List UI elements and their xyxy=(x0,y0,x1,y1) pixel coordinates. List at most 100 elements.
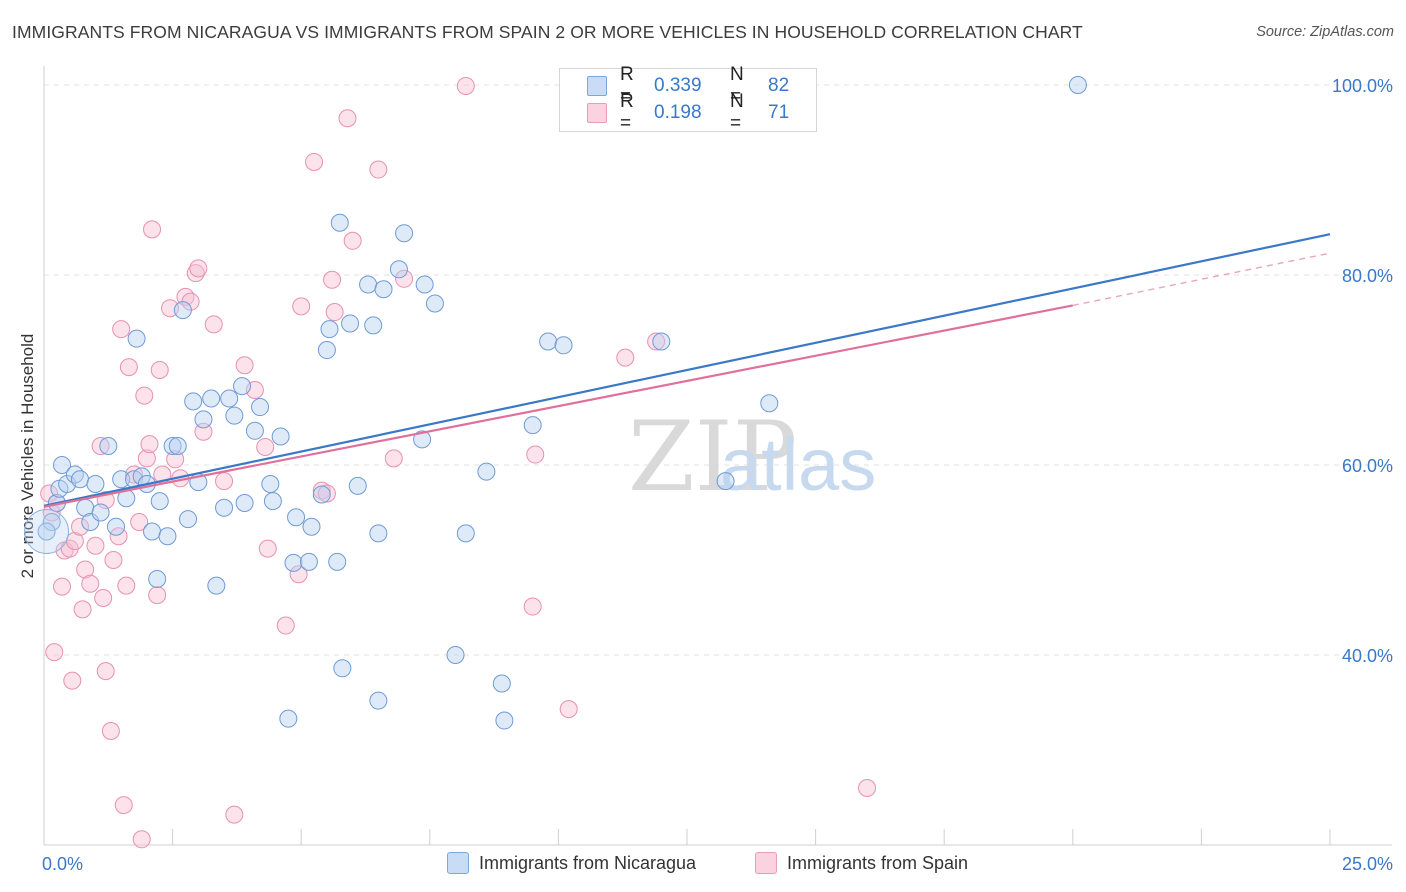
nicaragua-point xyxy=(148,570,167,588)
legend-n-value: 71 xyxy=(768,102,790,123)
nicaragua-point xyxy=(320,320,339,339)
nicaragua-point xyxy=(389,260,408,279)
nicaragua-point xyxy=(539,332,558,351)
spain-point xyxy=(526,445,545,464)
spain-point xyxy=(312,481,331,500)
nicaragua-point xyxy=(1068,76,1087,94)
spain-point xyxy=(325,303,344,322)
chart-title: IMMIGRANTS FROM NICARAGUA VS IMMIGRANTS … xyxy=(12,22,1083,42)
spain-point xyxy=(119,358,138,377)
nicaragua-point xyxy=(150,492,169,511)
spain-point xyxy=(86,536,105,555)
watermark-zip: ZIP xyxy=(628,401,797,513)
spain-point xyxy=(130,513,149,531)
trend-lines xyxy=(43,233,1331,508)
spain-point xyxy=(143,220,162,239)
spain-point xyxy=(73,600,92,619)
spain-point xyxy=(40,484,59,503)
y-tick-label: 40.0% xyxy=(1342,646,1393,666)
spain-point xyxy=(53,577,72,596)
spain-point xyxy=(456,76,475,95)
spain-point xyxy=(289,565,308,584)
trend-line-nicaragua xyxy=(43,233,1331,507)
nicaragua-point xyxy=(233,377,252,396)
nicaragua-point xyxy=(341,314,360,333)
spain-point xyxy=(150,361,169,379)
spain-point xyxy=(81,574,100,593)
spain-point xyxy=(276,616,295,635)
legend-r-value: 0.198 xyxy=(654,102,702,123)
nicaragua-point xyxy=(312,485,331,504)
spain-point xyxy=(137,449,156,468)
spain-point xyxy=(63,671,82,690)
spain-point xyxy=(559,700,578,719)
spain-point xyxy=(235,356,254,375)
axes xyxy=(43,66,1392,846)
nicaragua-point xyxy=(81,513,100,531)
spain-point xyxy=(338,109,357,128)
legend-r-label: R = xyxy=(620,64,634,107)
nicaragua-point xyxy=(91,503,110,522)
legend-item-nicaragua[interactable]: Immigrants from Nicaragua xyxy=(447,852,696,874)
y-tick-label: 60.0% xyxy=(1342,456,1393,476)
nicaragua-point xyxy=(207,576,226,595)
nicaragua-point xyxy=(374,280,393,299)
legend-n-value: 82 xyxy=(768,75,790,96)
spain-point xyxy=(384,449,403,468)
y-tick-label: 100.0% xyxy=(1332,76,1393,96)
stats-legend: R = 0.339 N = 82 R = 0.198 N = 71 xyxy=(559,64,817,134)
legend-label-nicaragua: Immigrants from Nicaragua xyxy=(479,852,697,873)
spain-point xyxy=(96,662,115,681)
nicaragua-point xyxy=(194,410,213,429)
spain-point xyxy=(45,643,64,662)
spain-point xyxy=(258,539,277,558)
nicaragua-point xyxy=(179,510,198,529)
nicaragua-point xyxy=(369,691,388,710)
nicaragua-point xyxy=(279,709,298,728)
series-spain-points xyxy=(40,76,877,849)
spain-point xyxy=(858,779,877,797)
nicaragua-point xyxy=(173,301,192,320)
spain-point xyxy=(647,332,666,351)
source-label: Source: ZipAtlas.com xyxy=(1256,24,1394,40)
legend-item-spain[interactable]: Immigrants from Spain xyxy=(755,852,968,874)
spain-point xyxy=(148,586,167,605)
tick-labels: 40.0% 60.0% 80.0% 100.0% 0.0% 25.0% xyxy=(42,76,1393,874)
nicaragua-point xyxy=(477,462,496,481)
nicaragua-point xyxy=(333,659,352,678)
nicaragua-point xyxy=(71,470,90,489)
spain-point xyxy=(343,231,362,250)
nicaragua-point xyxy=(492,674,511,693)
legend-r-label: R = xyxy=(620,91,634,134)
nicaragua-point xyxy=(65,465,84,484)
nicaragua-point xyxy=(261,475,280,493)
nicaragua-point xyxy=(359,275,378,294)
spain-point xyxy=(369,160,388,179)
spain-point xyxy=(104,551,123,569)
spain-point xyxy=(215,472,234,491)
nicaragua-point xyxy=(287,508,306,527)
nicaragua-point xyxy=(317,341,336,360)
x-tick-label-max: 25.0% xyxy=(1342,854,1393,874)
nicaragua-point xyxy=(284,553,303,572)
spain-point xyxy=(132,830,151,849)
x-tick-label-min: 0.0% xyxy=(42,854,83,874)
nicaragua-point xyxy=(330,213,349,232)
legend-swatch-spain xyxy=(755,852,777,874)
spain-point xyxy=(117,576,136,595)
nicaragua-point xyxy=(760,394,779,413)
nicaragua-point xyxy=(328,552,347,571)
spain-point xyxy=(523,597,542,616)
nicaragua-point xyxy=(184,392,203,411)
nicaragua-point xyxy=(415,275,434,294)
series-legend: Immigrants from Nicaragua Immigrants fro… xyxy=(0,852,1406,878)
spain-point xyxy=(135,386,154,405)
spain-point xyxy=(71,517,90,536)
nicaragua-point xyxy=(112,470,131,489)
grid-lines xyxy=(44,84,1392,656)
spain-point xyxy=(616,348,635,367)
spain-point xyxy=(76,560,95,579)
nicaragua-point xyxy=(364,316,383,335)
spain-point xyxy=(94,589,113,607)
